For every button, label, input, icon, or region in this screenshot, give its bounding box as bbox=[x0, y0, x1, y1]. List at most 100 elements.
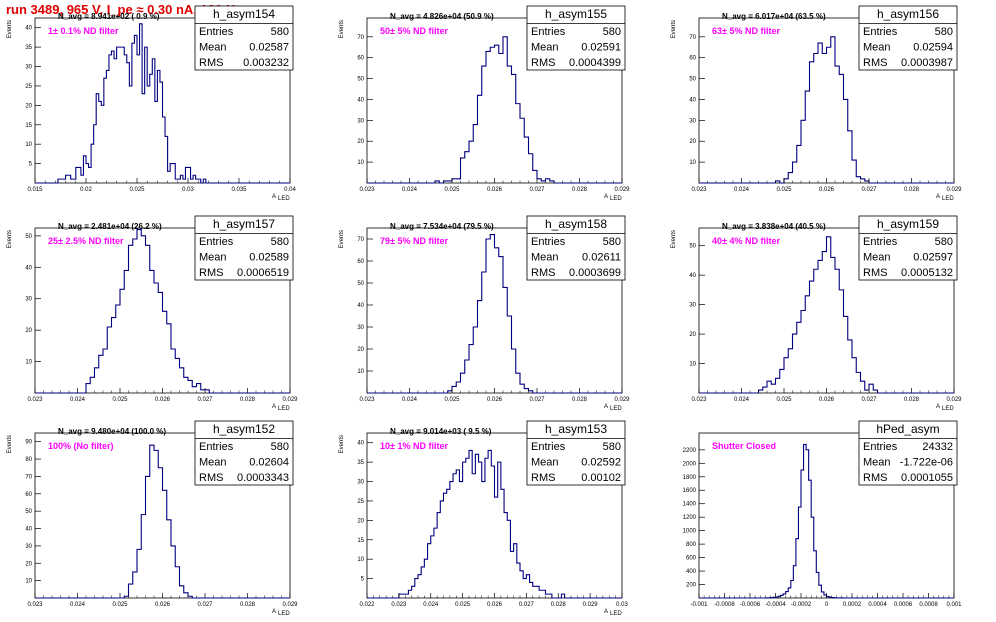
x-tick-label: 0.0008 bbox=[919, 602, 938, 608]
y-tick-label: 30 bbox=[357, 325, 364, 331]
filter-note: 100% (No filter) bbox=[48, 441, 114, 451]
y-tick-label: 35 bbox=[357, 460, 364, 466]
y-tick-label: 2000 bbox=[683, 461, 697, 467]
run-title: run 3489, 965 V, I_pe ≈ 0.30 nA, 120 Hz bbox=[6, 2, 242, 17]
x-tick-label: 0.025 bbox=[776, 397, 792, 403]
x-tick-label: 0.026 bbox=[487, 187, 503, 193]
y-tick-label: 15 bbox=[357, 538, 364, 544]
y-axis-title: Events bbox=[7, 20, 13, 38]
x-tick-label: 0.023 bbox=[359, 397, 375, 403]
navg-label: N_avg = 3.838e+04 (40.5 %) bbox=[722, 222, 826, 231]
x-axis-title: A bbox=[604, 404, 608, 410]
y-tick-label: 25 bbox=[25, 84, 32, 90]
y-tick-label: 10 bbox=[25, 142, 32, 148]
stat-label-entries: Entries bbox=[863, 441, 898, 453]
y-tick-label: 40 bbox=[25, 265, 32, 271]
histogram-name: h_asym152 bbox=[213, 422, 275, 436]
stat-value-entries: 580 bbox=[271, 441, 289, 453]
x-tick-label: 0.0006 bbox=[894, 602, 913, 608]
x-tick-label: 0.026 bbox=[819, 187, 835, 193]
stats-box bbox=[858, 5, 958, 71]
stat-label-entries: Entries bbox=[531, 236, 566, 248]
histogram-pad-h_asym157: 0.023 0.024 0.025 0.026 0.027 0.028 0.029 10 20 3… bbox=[0, 210, 332, 417]
y-tick-label: 40 bbox=[357, 97, 364, 103]
stat-value-mean: 0.02587 bbox=[249, 42, 289, 54]
y-tick-label: 10 bbox=[689, 160, 696, 166]
stat-label-rms: RMS bbox=[531, 472, 555, 484]
y-tick-label: 50 bbox=[25, 509, 32, 515]
y-tick-label: 30 bbox=[357, 480, 364, 486]
y-tick-label: 10 bbox=[25, 360, 32, 366]
y-tick-label: 50 bbox=[25, 234, 32, 240]
x-axis-title: A bbox=[604, 609, 608, 615]
y-tick-label: 10 bbox=[357, 557, 364, 563]
histogram-name: hPed_asym bbox=[876, 422, 939, 436]
x-tick-label: 0.028 bbox=[240, 602, 256, 608]
stat-value-mean: 0.02592 bbox=[581, 457, 621, 469]
x-tick-label: 0.024 bbox=[423, 602, 439, 608]
histogram-pad-hPed_asym: -0.001 -0.0008 -0.0006 -0.0004 -0.0002 0 0.000… bbox=[664, 415, 996, 622]
y-tick-label: 1800 bbox=[683, 475, 697, 481]
x-tick-label: 0.024 bbox=[70, 602, 86, 608]
x-tick-label: 0.027 bbox=[519, 602, 535, 608]
stat-value-mean: 0.02589 bbox=[249, 252, 289, 264]
y-axis-title: Events bbox=[671, 230, 677, 248]
histogram-line bbox=[367, 36, 622, 184]
y-tick-label: 60 bbox=[357, 56, 364, 62]
y-tick-label: 1000 bbox=[683, 529, 697, 535]
x-tick-label: 0.025 bbox=[776, 187, 792, 193]
x-tick-label: 0.029 bbox=[946, 187, 962, 193]
x-tick-label: 0.035 bbox=[231, 187, 247, 193]
navg-label: N_avg = 7.534e+04 (79.5 %) bbox=[390, 222, 494, 231]
histogram-pad-h_asym159: 0.023 0.024 0.025 0.026 0.027 0.028 0.029 10 20 3… bbox=[664, 210, 996, 417]
x-tick-label: 0.03 bbox=[182, 187, 194, 193]
stat-value-entries: 580 bbox=[603, 236, 621, 248]
stat-value-rms: 0.0003987 bbox=[901, 57, 953, 69]
y-tick-label: 1600 bbox=[683, 488, 697, 494]
stat-label-entries: Entries bbox=[531, 26, 566, 38]
navg-label: N_avg = 9.480e+04 (100.0 %) bbox=[58, 427, 166, 436]
y-tick-label: 70 bbox=[357, 35, 364, 41]
x-tick-label: 0.022 bbox=[359, 602, 375, 608]
x-tick-label: 0.024 bbox=[402, 397, 418, 403]
y-tick-label: 30 bbox=[689, 303, 696, 309]
x-axis-subscript: LED bbox=[610, 406, 622, 412]
x-tick-label: 0.029 bbox=[282, 397, 298, 403]
y-tick-label: 800 bbox=[686, 542, 697, 548]
stat-value-entries: 580 bbox=[603, 441, 621, 453]
x-tick-label: 0.026 bbox=[155, 397, 171, 403]
stat-label-entries: Entries bbox=[863, 26, 898, 38]
histogram-svg: 0.015 0.02 0.025 0.03 0.035 0.04 5 10 15 20 25 30 35… bbox=[7, 5, 296, 202]
stat-value-rms: 0.0003343 bbox=[237, 472, 289, 484]
x-tick-label: 0.023 bbox=[27, 397, 43, 403]
stat-label-entries: Entries bbox=[531, 441, 566, 453]
x-tick-label: 0.028 bbox=[551, 602, 567, 608]
histogram-name: h_asym157 bbox=[213, 217, 275, 231]
stat-value-mean: 0.02611 bbox=[582, 252, 621, 264]
stats-box bbox=[194, 5, 294, 71]
histogram-name: h_asym153 bbox=[545, 422, 607, 436]
histogram-name: h_asym154 bbox=[213, 7, 275, 21]
x-tick-label: 0.024 bbox=[70, 397, 86, 403]
x-axis-title: A bbox=[272, 404, 276, 410]
y-tick-label: 20 bbox=[25, 103, 32, 109]
y-tick-label: 20 bbox=[357, 518, 364, 524]
y-tick-label: 60 bbox=[689, 56, 696, 62]
y-tick-label: 1200 bbox=[683, 515, 697, 521]
x-tick-label: 0.027 bbox=[197, 602, 213, 608]
y-tick-label: 1400 bbox=[683, 502, 697, 508]
histogram-name: h_asym158 bbox=[545, 217, 607, 231]
y-tick-label: 50 bbox=[357, 77, 364, 83]
histogram-name: h_asym156 bbox=[877, 7, 939, 21]
x-tick-label: 0.0004 bbox=[868, 602, 887, 608]
x-tick-label: 0.015 bbox=[27, 187, 43, 193]
y-tick-label: 70 bbox=[689, 35, 696, 41]
histogram-svg: 0.023 0.024 0.025 0.026 0.027 0.028 0.029 10 20 3… bbox=[7, 215, 298, 412]
x-tick-label: 0.026 bbox=[487, 602, 503, 608]
filter-note: 40± 4% ND filter bbox=[712, 236, 780, 246]
y-tick-label: 90 bbox=[25, 440, 32, 446]
y-tick-label: 40 bbox=[357, 441, 364, 447]
histogram-name: h_asym159 bbox=[877, 217, 939, 231]
x-tick-label: 0.025 bbox=[444, 187, 460, 193]
y-axis-title: Events bbox=[671, 20, 677, 38]
